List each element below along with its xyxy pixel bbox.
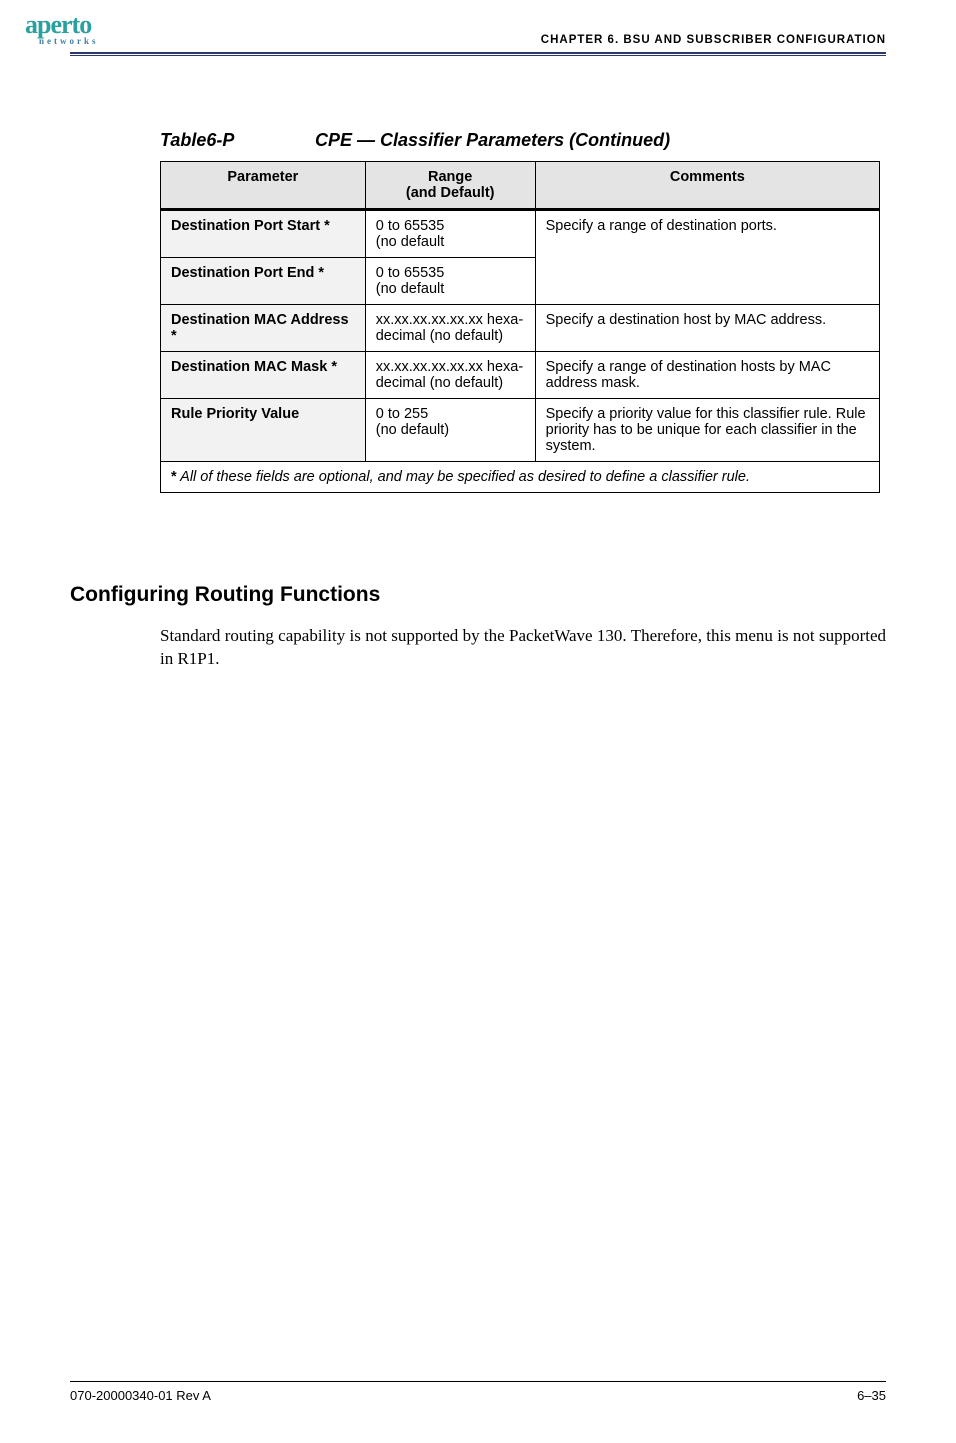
header-rule-thin xyxy=(70,55,886,56)
comments-cell: Specify a destination host by MAC addres… xyxy=(535,305,879,352)
table-row: Destination MAC Address * xx.xx.xx.xx.xx… xyxy=(161,305,880,352)
range-line1: 0 to 65535 xyxy=(376,265,445,281)
table-footnote-cell: * All of these fields are optional, and … xyxy=(161,462,880,493)
table-row: Destination Port Start * 0 to 65535 (no … xyxy=(161,210,880,258)
range-line1: xx.xx.xx.xx.xx.xx hexa- xyxy=(376,359,523,375)
range-line2: (no default) xyxy=(376,422,525,438)
header-rule-thick xyxy=(70,52,886,54)
col-header-comments: Comments xyxy=(535,162,879,210)
range-cell: xx.xx.xx.xx.xx.xx hexa- decimal (no defa… xyxy=(365,305,535,352)
range-line1: xx.xx.xx.xx.xx.xx hexa- xyxy=(376,312,523,328)
range-cell: xx.xx.xx.xx.xx.xx hexa- decimal (no defa… xyxy=(365,352,535,399)
logo: aperto networks xyxy=(25,10,99,46)
footnote-text: All of these fields are optional, and ma… xyxy=(177,469,750,485)
footer-doc-id: 070-20000340-01 Rev A xyxy=(70,1388,211,1403)
range-line2: (no default xyxy=(376,234,525,250)
section-body: Standard routing capability is not suppo… xyxy=(160,625,886,671)
range-cell: 0 to 255 (no default) xyxy=(365,399,535,462)
range-cell: 0 to 65535 (no default xyxy=(365,210,535,258)
table-footnote-row: * All of these fields are optional, and … xyxy=(161,462,880,493)
footer-rule xyxy=(70,1381,886,1382)
col-header-parameter: Parameter xyxy=(161,162,366,210)
logo-sub: networks xyxy=(39,36,99,46)
section-heading: Configuring Routing Functions xyxy=(70,583,886,607)
footer-page-number: 6–35 xyxy=(857,1388,886,1403)
chapter-prefix: CHAPTER 6. xyxy=(541,34,624,46)
chapter-title: BSU AND SUBSCRIBER CONFIGURATION xyxy=(623,34,886,46)
table-row: Rule Priority Value 0 to 255 (no default… xyxy=(161,399,880,462)
range-cell: 0 to 65535 (no default xyxy=(365,258,535,305)
page-footer: 070-20000340-01 Rev A 6–35 xyxy=(70,1381,886,1403)
comments-cell: Specify a range of destination ports. xyxy=(535,210,879,305)
chapter-header: CHAPTER 6. BSU AND SUBSCRIBER CONFIGURAT… xyxy=(541,34,886,46)
param-cell: Destination Port End * xyxy=(161,258,366,305)
param-cell: Rule Priority Value xyxy=(161,399,366,462)
table-caption: Table6-P CPE — Classifier Parameters (Co… xyxy=(160,130,886,151)
page-content: Table6-P CPE — Classifier Parameters (Co… xyxy=(70,60,886,671)
param-cell: Destination MAC Mask * xyxy=(161,352,366,399)
param-cell: Destination MAC Address * xyxy=(161,305,366,352)
col-header-range-line1: Range xyxy=(428,169,472,185)
range-line2: decimal (no default) xyxy=(376,328,525,344)
logo-main: aperto xyxy=(25,10,91,39)
comments-cell: Specify a range of destination hosts by … xyxy=(535,352,879,399)
table-header-row: Parameter Range (and Default) Comments xyxy=(161,162,880,210)
parameters-table: Parameter Range (and Default) Comments D… xyxy=(160,161,880,493)
col-header-range: Range (and Default) xyxy=(365,162,535,210)
param-cell: Destination Port Start * xyxy=(161,210,366,258)
col-header-range-line2: (and Default) xyxy=(376,185,525,201)
table-caption-title: CPE — Classifier Parameters (Continued) xyxy=(315,130,670,150)
footer-row: 070-20000340-01 Rev A 6–35 xyxy=(70,1388,886,1403)
range-line1: 0 to 255 xyxy=(376,406,428,422)
page-header: aperto networks CHAPTER 6. BSU AND SUBSC… xyxy=(70,0,886,60)
table-caption-label: Table6-P xyxy=(160,130,310,151)
range-line2: decimal (no default) xyxy=(376,375,525,391)
table-row: Destination MAC Mask * xx.xx.xx.xx.xx.xx… xyxy=(161,352,880,399)
comments-cell: Specify a priority value for this classi… xyxy=(535,399,879,462)
range-line2: (no default xyxy=(376,281,525,297)
range-line1: 0 to 65535 xyxy=(376,218,445,234)
table-body: Destination Port Start * 0 to 65535 (no … xyxy=(161,210,880,493)
page: aperto networks CHAPTER 6. BSU AND SUBSC… xyxy=(0,0,956,1443)
